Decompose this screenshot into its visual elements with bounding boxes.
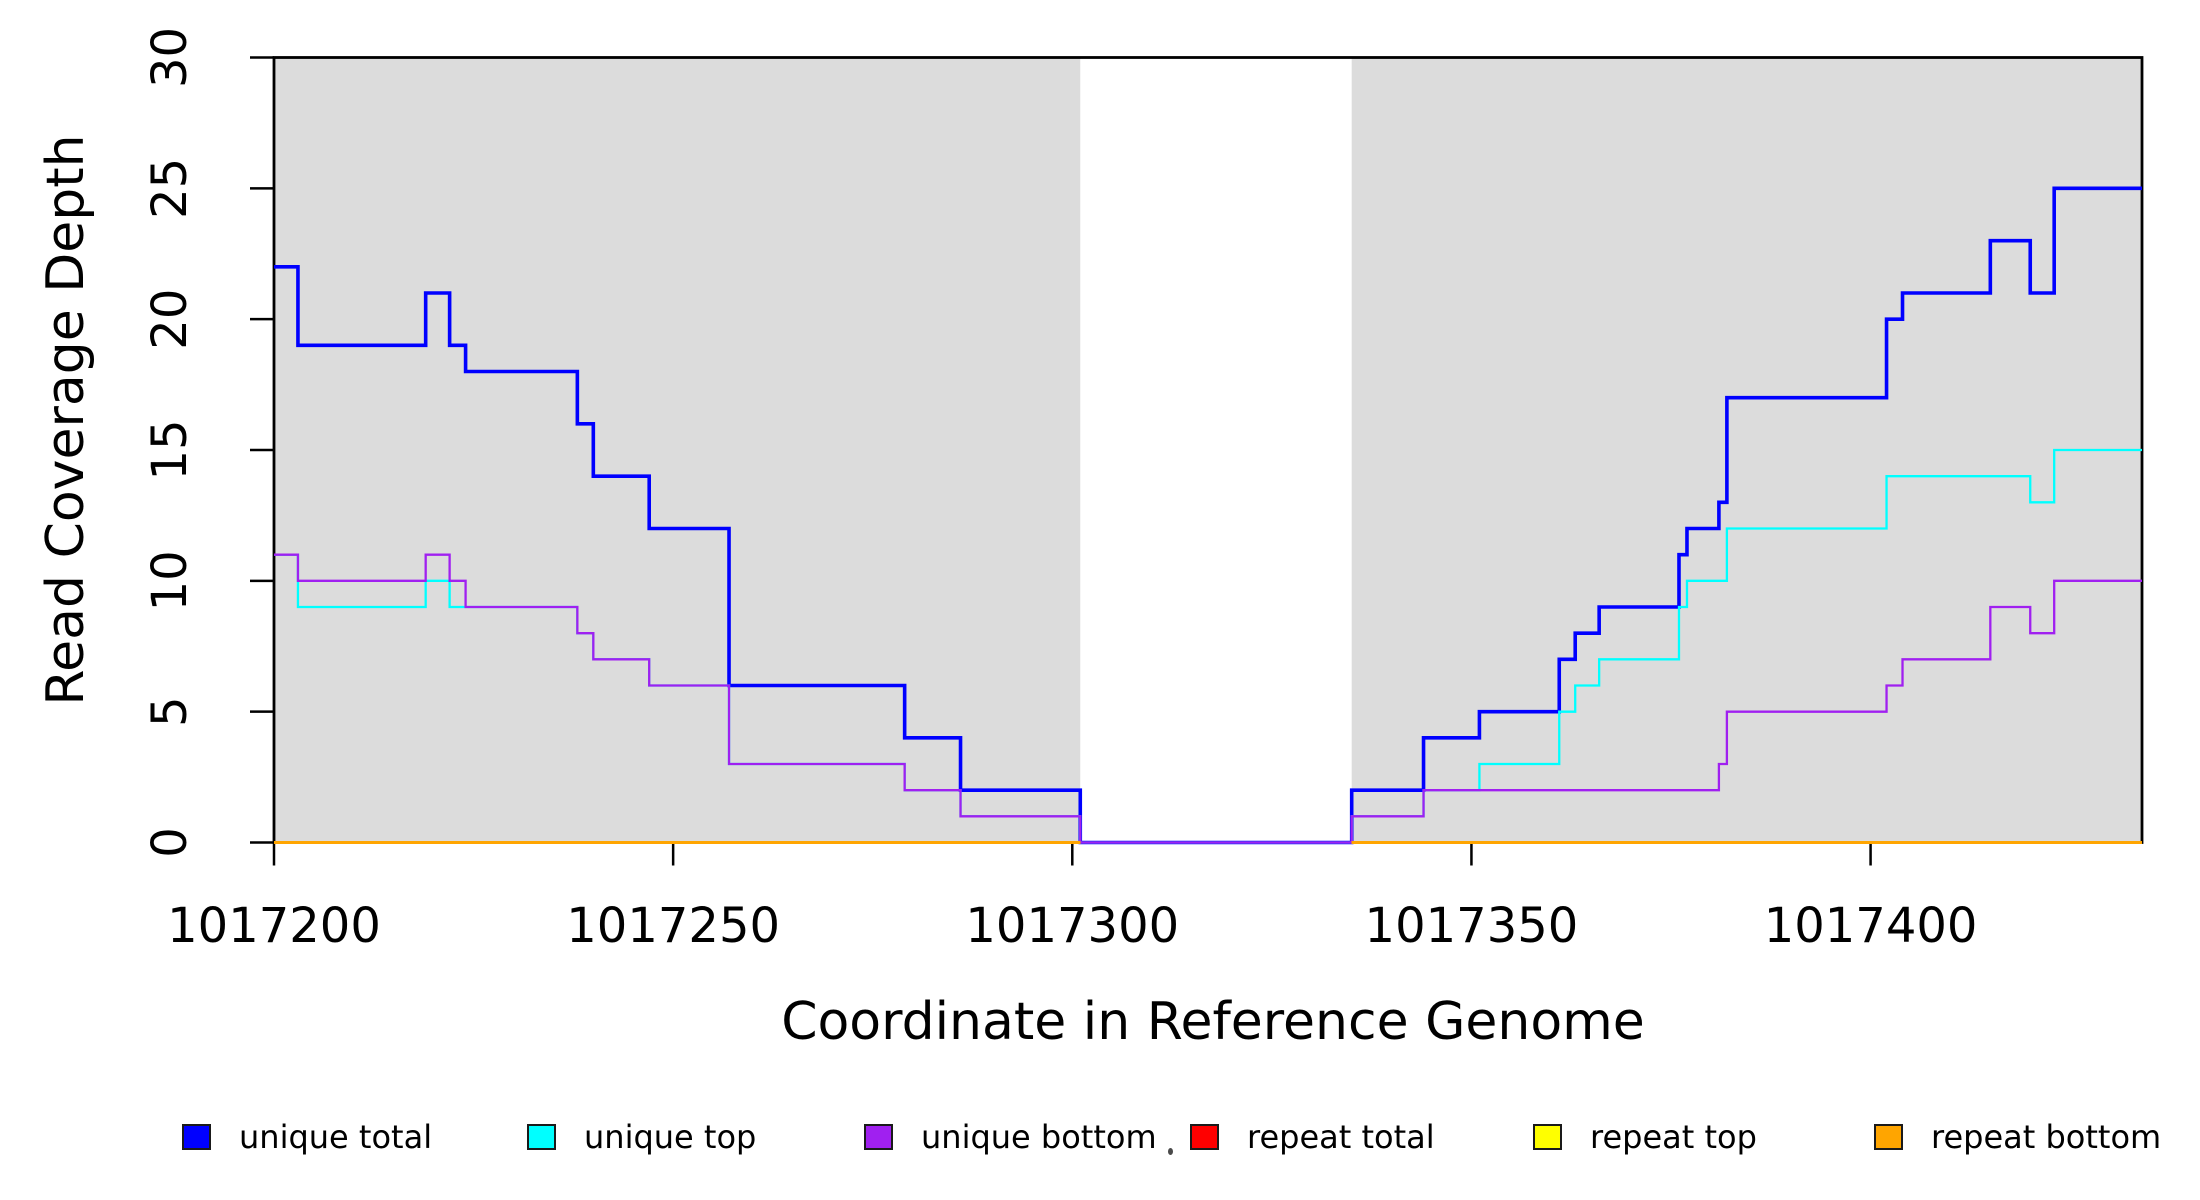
legend-swatch-icon: [1874, 1124, 1903, 1150]
legend-swatch-icon: [1190, 1124, 1219, 1150]
legend-item-repeat-top: repeat top: [1533, 1118, 1757, 1156]
x-axis-title: Coordinate in Reference Genome: [781, 992, 1645, 1052]
x-tick-label: 1017350: [1365, 898, 1579, 954]
legend-item-repeat-total: repeat total: [1190, 1118, 1435, 1156]
legend-swatch-icon: [864, 1124, 893, 1150]
legend-label: unique top: [584, 1118, 757, 1156]
x-tick-label: 1017200: [167, 898, 381, 954]
legend-swatch-icon: [527, 1124, 556, 1150]
y-tick-label: 15: [142, 419, 198, 480]
legend-label: unique total: [239, 1118, 433, 1156]
legend-item-unique-top: unique top: [527, 1118, 756, 1156]
y-tick-label: 10: [142, 550, 198, 611]
legend-item-unique-bottom: unique bottom: [864, 1118, 1157, 1156]
legend-label: repeat bottom: [1931, 1118, 2162, 1156]
legend-item-unique-total: unique total: [182, 1118, 432, 1156]
y-axis-title: Read Coverage Depth: [36, 134, 96, 706]
legend-swatch-icon: [1533, 1124, 1562, 1150]
legend-label: repeat total: [1247, 1118, 1435, 1156]
series-line-unique-bottom: [274, 553, 2142, 844]
legend-item-repeat-bottom: repeat bottom: [1874, 1118, 2161, 1156]
shaded-region-1: [274, 57, 1081, 843]
x-tick-label: 1017300: [965, 898, 1179, 954]
legend-swatch-icon: [182, 1124, 211, 1150]
x-tick-label: 1017250: [566, 898, 780, 954]
shaded-region-2: [1351, 57, 2142, 843]
y-tick-label: 30: [142, 27, 198, 88]
y-tick-label: 25: [142, 158, 198, 219]
stray-mark: [1168, 1148, 1173, 1155]
series-line-unique-total: [274, 186, 2142, 845]
y-tick-label: 20: [142, 289, 198, 350]
legend-label: unique bottom: [921, 1118, 1157, 1156]
y-tick-label: 5: [142, 696, 198, 727]
y-tick-label: 0: [142, 827, 198, 858]
x-tick-label: 1017400: [1764, 898, 1978, 954]
legend-label: repeat top: [1590, 1118, 1757, 1156]
